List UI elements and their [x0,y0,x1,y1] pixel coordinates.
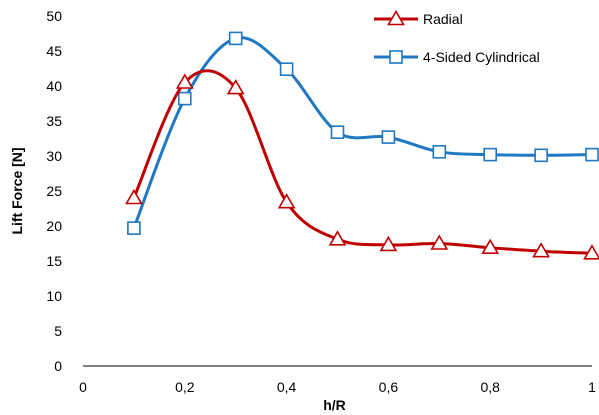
y-tick-label: 20 [46,218,62,234]
square-marker [432,145,447,159]
series [125,31,599,260]
y-tick-label: 0 [54,358,62,374]
legend-item: 4-Sided Cylindrical [374,49,540,65]
y-tick-label: 40 [46,78,62,94]
y-tick-label: 45 [46,43,62,59]
legend-label: 4-Sided Cylindrical [423,49,540,65]
y-tick-label: 30 [46,148,62,164]
square-marker [330,125,345,139]
y-tick-label: 25 [46,183,62,199]
square-marker [279,62,294,77]
triangle-marker [226,78,245,95]
triangle-marker [175,73,194,89]
y-tick-label: 35 [46,113,62,129]
triangle-marker [277,193,296,209]
series-line [132,69,594,255]
legend-label: Radial [423,11,463,27]
square-marker [585,147,599,162]
x-tick-label: 0,2 [175,379,195,395]
square-marker [228,31,243,46]
triangle-marker [328,230,347,246]
triangle-marker [583,244,599,260]
y-tick-labels: 0 5 10 15 20 25 30 35 40 45 50 [46,8,62,374]
triangle-marker [532,242,550,258]
triangle-marker [125,188,143,205]
y-tick-label: 15 [46,253,62,269]
y-tick-label: 5 [54,323,62,339]
square-marker [534,148,548,163]
square-marker [483,147,498,162]
legend-triangle-marker [387,9,405,26]
square-marker [178,91,192,106]
legend-item: Radial [374,9,463,27]
series-4-sided-cylindrical [127,31,599,235]
x-tick-labels: 0 0,2 0,4 0,6 0,8 1 [79,379,596,395]
x-tick-label: 0 [79,379,87,395]
x-tick-label: 0,4 [277,379,297,395]
x-tick-label: 0,8 [480,379,500,395]
triangle-marker [379,235,398,252]
triangle-marker [430,234,449,250]
series-radial [125,69,599,260]
x-tick-label: 0,6 [379,379,399,395]
square-marker [127,221,141,235]
legend: Radial 4-Sided Cylindrical [374,9,540,65]
y-tick-label: 50 [46,8,62,24]
y-tick-label: 10 [46,288,62,304]
legend-square-marker [389,50,403,64]
series-line [132,36,594,230]
x-axis-title: h/R [323,397,346,413]
triangle-marker [481,238,500,254]
square-marker [381,130,396,144]
y-axis-title: Lift Force [N] [9,147,25,234]
x-tick-label: 1 [588,379,596,395]
